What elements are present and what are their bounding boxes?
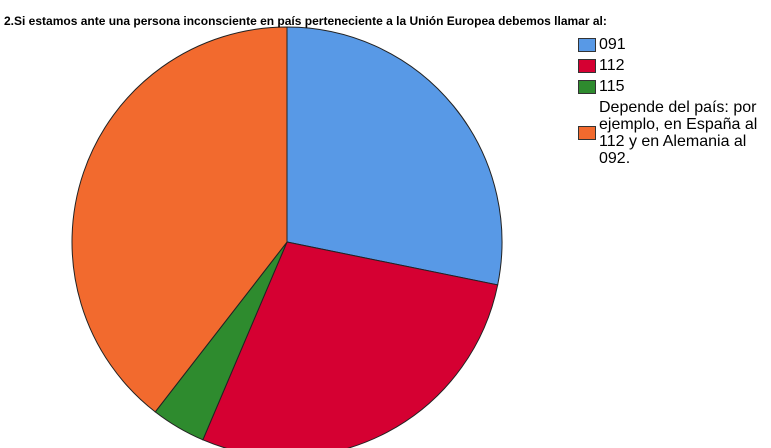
pie-slice [202, 241, 499, 448]
pie-slice [286, 26, 503, 286]
chart-title: 2.Si estamos ante una persona inconscien… [4, 14, 607, 28]
legend-item: 115 [578, 78, 759, 95]
legend-item: 112 [578, 57, 759, 74]
legend-item: 091 [578, 36, 759, 53]
legend-swatch [578, 79, 596, 94]
legend: 091 112 115 Depende del país: por ejemplo, … [578, 36, 759, 171]
legend-label: Depende del país: por ejemplo, en España… [599, 99, 758, 167]
legend-swatch [578, 58, 596, 73]
legend-swatch [578, 37, 596, 52]
pie-slice [71, 26, 288, 413]
legend-label: 091 [599, 36, 626, 53]
legend-item: Depende del país: por ejemplo, en España… [578, 99, 759, 167]
legend-label: 115 [599, 78, 625, 95]
legend-swatch [578, 126, 596, 140]
legend-label: 112 [599, 57, 625, 74]
